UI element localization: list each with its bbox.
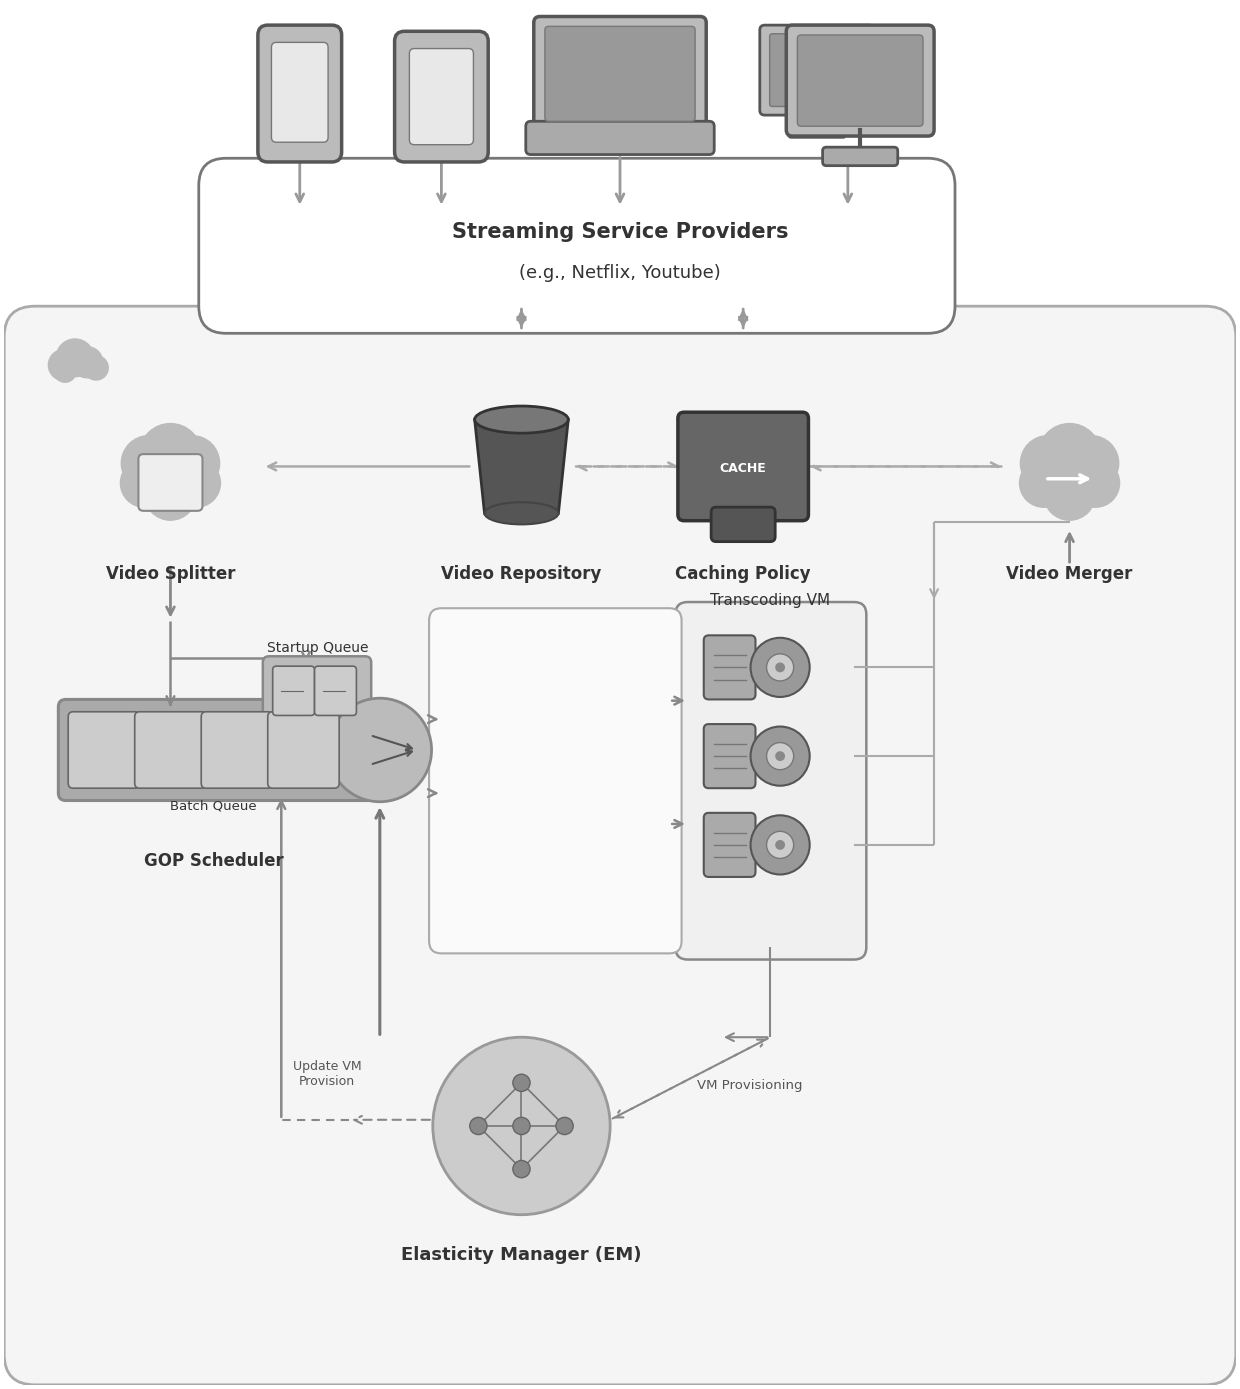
Circle shape: [775, 840, 785, 850]
Text: Batch Queue: Batch Queue: [170, 799, 257, 813]
FancyBboxPatch shape: [315, 667, 356, 715]
Circle shape: [120, 458, 169, 507]
Text: Video Splitter: Video Splitter: [105, 565, 236, 583]
FancyBboxPatch shape: [786, 25, 934, 136]
FancyBboxPatch shape: [760, 25, 874, 115]
Circle shape: [775, 663, 785, 672]
Circle shape: [513, 1074, 529, 1092]
FancyBboxPatch shape: [68, 711, 140, 788]
Circle shape: [1021, 436, 1075, 490]
Text: Transcoding VM: Transcoding VM: [711, 593, 831, 608]
Circle shape: [750, 815, 810, 875]
FancyBboxPatch shape: [268, 711, 340, 788]
FancyBboxPatch shape: [201, 711, 273, 788]
Circle shape: [1019, 458, 1068, 507]
Text: CACHE: CACHE: [719, 463, 766, 475]
Circle shape: [329, 699, 432, 801]
Text: Update VM
Provision: Update VM Provision: [293, 1060, 361, 1088]
Circle shape: [172, 458, 221, 507]
Circle shape: [750, 726, 810, 786]
Circle shape: [165, 436, 219, 490]
FancyBboxPatch shape: [712, 507, 775, 542]
Polygon shape: [475, 419, 568, 514]
Circle shape: [48, 350, 79, 381]
FancyBboxPatch shape: [789, 122, 846, 138]
FancyBboxPatch shape: [676, 601, 867, 960]
FancyBboxPatch shape: [4, 306, 1236, 1385]
Circle shape: [513, 1117, 529, 1135]
FancyBboxPatch shape: [770, 33, 864, 107]
Circle shape: [1039, 424, 1101, 486]
FancyBboxPatch shape: [273, 667, 315, 715]
Circle shape: [470, 1117, 487, 1135]
FancyBboxPatch shape: [533, 17, 707, 133]
FancyBboxPatch shape: [678, 413, 808, 521]
Circle shape: [766, 654, 794, 681]
Circle shape: [556, 1117, 573, 1135]
Text: (e.g., Netflix, Youtube): (e.g., Netflix, Youtube): [520, 264, 720, 282]
Circle shape: [1044, 468, 1095, 521]
Circle shape: [56, 339, 94, 376]
FancyBboxPatch shape: [394, 32, 489, 163]
FancyBboxPatch shape: [198, 158, 955, 333]
Text: Elasticity Manager (EM): Elasticity Manager (EM): [402, 1246, 642, 1264]
Text: Caching Policy: Caching Policy: [676, 565, 811, 583]
FancyBboxPatch shape: [822, 147, 898, 165]
Text: Video Merger: Video Merger: [1007, 565, 1133, 583]
FancyBboxPatch shape: [135, 711, 206, 788]
Circle shape: [139, 424, 201, 486]
FancyBboxPatch shape: [544, 26, 696, 121]
Circle shape: [766, 832, 794, 858]
Text: GOP Scheduler: GOP Scheduler: [144, 853, 284, 871]
Circle shape: [53, 360, 76, 382]
Circle shape: [1071, 458, 1120, 507]
Ellipse shape: [485, 503, 558, 525]
FancyBboxPatch shape: [797, 35, 923, 126]
FancyBboxPatch shape: [704, 635, 755, 700]
Circle shape: [1064, 436, 1118, 490]
FancyBboxPatch shape: [429, 608, 682, 953]
Ellipse shape: [475, 406, 568, 433]
Circle shape: [72, 347, 103, 378]
FancyBboxPatch shape: [704, 813, 755, 876]
FancyBboxPatch shape: [139, 454, 202, 511]
Circle shape: [775, 751, 785, 761]
FancyBboxPatch shape: [272, 43, 329, 142]
Circle shape: [766, 743, 794, 770]
Text: VM Provisioning: VM Provisioning: [697, 1079, 802, 1092]
FancyBboxPatch shape: [409, 49, 474, 144]
FancyBboxPatch shape: [704, 724, 755, 788]
Circle shape: [513, 1160, 529, 1178]
FancyBboxPatch shape: [58, 700, 374, 800]
Text: Streaming Service Providers: Streaming Service Providers: [451, 222, 789, 242]
FancyBboxPatch shape: [526, 121, 714, 154]
Circle shape: [433, 1038, 610, 1215]
Text: Startup Queue: Startup Queue: [268, 642, 370, 656]
Circle shape: [750, 638, 810, 697]
FancyBboxPatch shape: [258, 25, 342, 163]
Circle shape: [122, 436, 176, 490]
FancyBboxPatch shape: [263, 656, 371, 725]
Circle shape: [145, 468, 196, 521]
Circle shape: [84, 356, 108, 381]
Text: Video Repository: Video Repository: [441, 565, 601, 583]
